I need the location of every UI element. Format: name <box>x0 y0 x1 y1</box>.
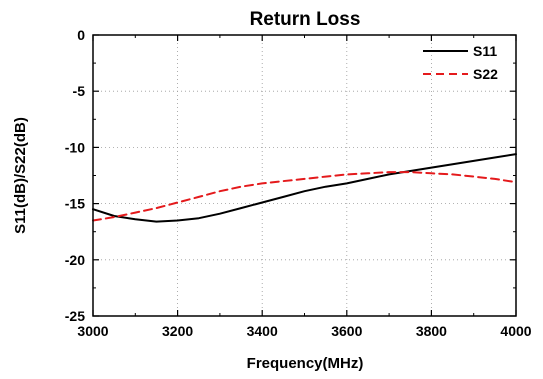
series-line-s22 <box>92 171 517 222</box>
legend: S11 S22 <box>423 43 498 82</box>
chart-title: Return Loss <box>250 9 361 30</box>
x-tick-label: 3000 <box>77 323 108 339</box>
plot-frame <box>92 34 517 317</box>
grid-layer <box>93 35 516 316</box>
tick-layer: 3000 3200 3400 3600 3800 4000 0 -5 -10 -15 -20 -25 <box>65 27 532 339</box>
series-line-s11 <box>92 153 517 223</box>
series-layer <box>92 153 517 223</box>
y-tick-label: -10 <box>65 139 85 155</box>
legend-label-s11: S11 <box>473 43 497 59</box>
y-tick-label: 0 <box>77 27 85 43</box>
x-tick-label: 3400 <box>247 323 278 339</box>
y-axis-label: S11(dB)/S22(dB) <box>12 117 29 234</box>
y-tick-label: -15 <box>65 196 85 212</box>
x-tick-label: 4000 <box>500 323 531 339</box>
legend-label-s22: S22 <box>473 66 498 82</box>
y-tick-label: -5 <box>73 83 86 99</box>
x-tick-label: 3600 <box>331 323 362 339</box>
x-axis-label: Frequency(MHz) <box>247 355 364 372</box>
x-tick-label: 3800 <box>416 323 447 339</box>
y-tick-label: -20 <box>65 252 85 268</box>
x-tick-label: 3200 <box>162 323 193 339</box>
y-tick-label: -25 <box>65 308 85 324</box>
